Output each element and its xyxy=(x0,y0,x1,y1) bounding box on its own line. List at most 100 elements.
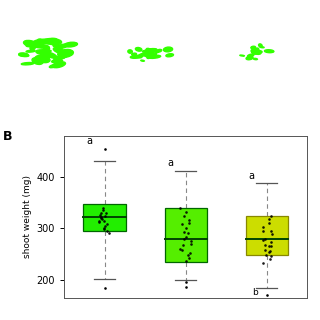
Point xyxy=(102,223,108,228)
Ellipse shape xyxy=(54,57,59,61)
Ellipse shape xyxy=(141,60,144,61)
Ellipse shape xyxy=(53,44,60,47)
Point xyxy=(183,226,188,231)
Ellipse shape xyxy=(30,46,35,50)
Point xyxy=(180,222,185,227)
Text: srfr1-4 tpr2-2: srfr1-4 tpr2-2 xyxy=(232,114,280,122)
Ellipse shape xyxy=(21,62,34,65)
Ellipse shape xyxy=(260,47,264,48)
Point xyxy=(268,257,273,262)
Point xyxy=(101,205,106,210)
Ellipse shape xyxy=(240,55,244,56)
Point xyxy=(266,217,271,222)
Point xyxy=(183,285,188,290)
Ellipse shape xyxy=(147,50,152,52)
Ellipse shape xyxy=(40,49,48,55)
Point xyxy=(104,228,109,234)
Point xyxy=(268,240,273,245)
Ellipse shape xyxy=(155,50,159,52)
Ellipse shape xyxy=(138,53,146,57)
Text: a: a xyxy=(249,171,255,180)
Ellipse shape xyxy=(24,40,37,47)
Point xyxy=(100,207,105,212)
Ellipse shape xyxy=(56,57,64,59)
Ellipse shape xyxy=(156,49,162,52)
Point xyxy=(260,228,266,234)
Point xyxy=(186,231,191,236)
Text: B: B xyxy=(3,130,13,143)
Point xyxy=(178,246,183,252)
Point xyxy=(181,230,186,235)
Point xyxy=(268,253,273,259)
Point xyxy=(267,249,272,254)
Point xyxy=(103,213,108,218)
Point xyxy=(101,226,106,231)
Point xyxy=(183,258,188,263)
Y-axis label: shoot weight (mg): shoot weight (mg) xyxy=(23,175,32,258)
Ellipse shape xyxy=(43,51,51,52)
Point xyxy=(183,235,188,240)
Point xyxy=(268,228,274,234)
Point xyxy=(106,231,111,236)
Point xyxy=(183,209,188,214)
Point xyxy=(188,241,193,246)
Point xyxy=(261,225,266,230)
Point xyxy=(101,218,106,223)
Ellipse shape xyxy=(147,57,149,59)
Point xyxy=(99,216,104,221)
Point xyxy=(267,221,272,226)
Ellipse shape xyxy=(132,53,137,55)
Ellipse shape xyxy=(32,58,43,64)
Text: a: a xyxy=(168,158,174,168)
Point xyxy=(180,247,185,252)
Point xyxy=(104,222,109,227)
Ellipse shape xyxy=(259,44,262,47)
Ellipse shape xyxy=(34,39,53,44)
Ellipse shape xyxy=(35,55,50,63)
Bar xyxy=(245,215,288,255)
Point xyxy=(186,221,191,226)
Point xyxy=(268,244,273,249)
Point xyxy=(263,236,268,241)
Ellipse shape xyxy=(164,47,172,52)
Point xyxy=(260,237,266,242)
Ellipse shape xyxy=(52,62,66,68)
Point xyxy=(268,248,273,253)
Bar xyxy=(84,204,126,231)
Ellipse shape xyxy=(26,50,35,52)
Ellipse shape xyxy=(136,55,142,58)
Ellipse shape xyxy=(145,53,156,57)
Point xyxy=(98,214,103,220)
Ellipse shape xyxy=(130,56,140,58)
Point xyxy=(188,238,193,243)
Point xyxy=(267,244,272,249)
Ellipse shape xyxy=(254,51,258,53)
Point xyxy=(181,213,186,219)
Ellipse shape xyxy=(253,58,257,60)
Point xyxy=(187,251,192,256)
Point xyxy=(177,205,182,210)
Ellipse shape xyxy=(30,44,49,48)
Ellipse shape xyxy=(44,46,50,52)
Ellipse shape xyxy=(148,55,161,58)
Ellipse shape xyxy=(145,49,152,54)
Point xyxy=(181,242,186,247)
Ellipse shape xyxy=(26,43,34,47)
Point xyxy=(102,146,107,151)
Ellipse shape xyxy=(251,50,257,54)
Bar xyxy=(164,208,207,262)
Point xyxy=(268,213,274,218)
Ellipse shape xyxy=(44,38,61,44)
Point xyxy=(263,252,268,258)
Ellipse shape xyxy=(64,42,77,47)
Ellipse shape xyxy=(57,55,67,59)
Text: a: a xyxy=(87,136,93,146)
Ellipse shape xyxy=(246,56,253,60)
Point xyxy=(183,280,188,285)
Point xyxy=(185,252,190,258)
Ellipse shape xyxy=(46,51,50,55)
Ellipse shape xyxy=(49,64,59,68)
Ellipse shape xyxy=(252,47,255,48)
Ellipse shape xyxy=(133,55,137,57)
Ellipse shape xyxy=(128,50,132,53)
